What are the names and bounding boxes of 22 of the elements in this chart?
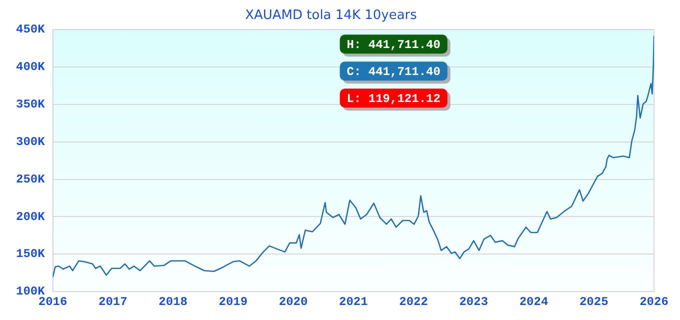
x-tick-label: 2024: [519, 294, 548, 309]
y-tick-label: 150K: [16, 247, 46, 262]
chart-title: XAUAMD tola 14K 10years: [245, 8, 418, 24]
x-tick-label: 2017: [98, 294, 128, 309]
y-tick-label: 300K: [16, 134, 46, 149]
x-tick-label: 2016: [38, 294, 68, 309]
annotation: H: 441,711.40: [346, 38, 440, 52]
y-tick-label: 200K: [16, 210, 46, 224]
x-tick-label: 2022: [399, 294, 428, 309]
x-tick-label: 2019: [218, 294, 248, 309]
y-tick-label: 250K: [16, 172, 46, 186]
y-tick-label: 350K: [16, 97, 46, 112]
x-tick-label: 2021: [338, 294, 368, 309]
x-tick-label: 2026: [640, 294, 668, 309]
x-tick-label: 2020: [278, 294, 308, 309]
x-tick-label: 2023: [459, 294, 488, 309]
x-tick-label: 2025: [579, 294, 608, 309]
y-tick-label: 400K: [16, 60, 46, 74]
x-tick-label: 2018: [158, 294, 188, 309]
annotation: C: 441,711.40: [346, 65, 440, 80]
annotation: L: 119,121.12: [346, 92, 440, 106]
y-tick-label: 450K: [16, 22, 46, 37]
